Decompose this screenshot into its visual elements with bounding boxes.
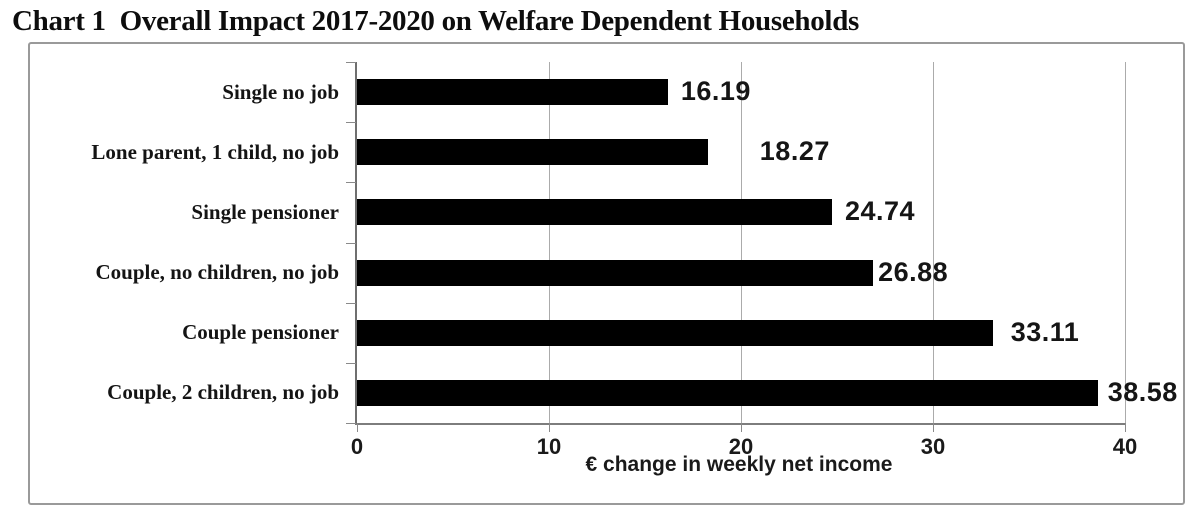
gridline [549,62,550,423]
category-label: Single no job [222,79,339,104]
bar [357,259,874,286]
gridline [933,62,934,423]
x-axis-tick [741,423,742,432]
bar-value-label: 26.88 [878,256,949,287]
chart-frame: 0 10 20 30 40 16.19 18.27 24.74 26.88 33.11 38.58 … [28,42,1185,505]
category-label: Lone parent, 1 child, no job [91,139,339,164]
x-axis-tick [357,423,358,432]
category-label: Couple, no children, no job [95,260,340,285]
x-axis-tick [549,423,550,432]
y-axis-tick [346,242,356,244]
x-tick-label: 30 [920,434,946,459]
y-axis-tick [346,122,356,124]
y-axis-tick [346,182,356,184]
bar-value-label: 24.74 [845,196,916,227]
x-tick-label: 40 [1112,434,1138,459]
bar [357,379,1098,406]
bar-value-label: 18.27 [759,136,830,167]
x-axis-title: € change in weekly net income [585,453,893,476]
category-label: Couple pensioner [182,320,339,345]
x-tick-label: 0 [350,434,364,459]
plot-area: 0 10 20 30 40 16.19 18.27 24.74 26.88 33.11 38.58 [346,62,1177,459]
gridline [741,62,742,423]
bar [357,79,668,106]
chart-title: Chart 1 Overall Impact 2017-2020 on Welf… [12,5,860,37]
bar [357,139,708,166]
category-label: Couple, 2 children, no job [107,380,339,405]
x-axis-tick [933,423,934,432]
x-tick-label: 10 [536,434,562,459]
bar [357,319,993,346]
bar-value-label: 38.58 [1107,376,1178,407]
gridline [1125,62,1126,423]
category-label: Single pensioner [191,199,339,224]
bar-value-label: 16.19 [680,75,751,106]
y-axis-tick [346,302,356,304]
y-axis-tick [346,62,356,63]
bar [357,199,832,226]
y-axis-tick [346,423,356,424]
x-tick-label: 20 [728,434,754,459]
y-axis-tick [346,362,356,364]
bar-value-label: 33.11 [1010,316,1080,347]
x-axis-tick [1125,423,1126,432]
